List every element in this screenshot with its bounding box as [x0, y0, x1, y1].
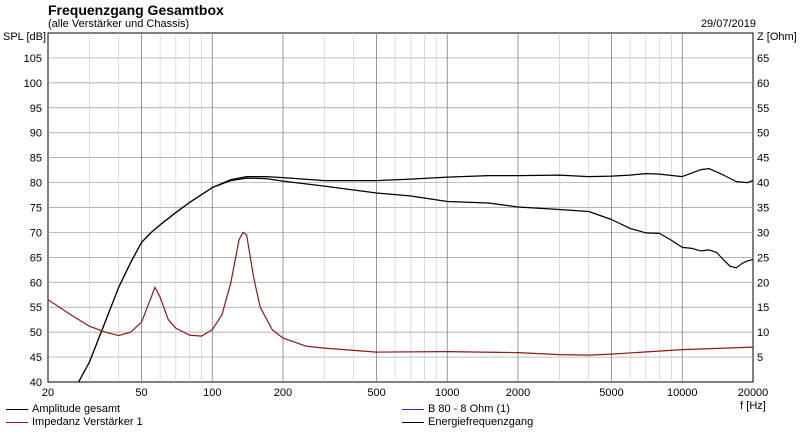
- series-line-impedanz-verst-rker-1: [48, 231, 753, 356]
- x-tick-label: 2000: [506, 387, 530, 399]
- legend-label-impedance: Impedanz Verstärker 1: [32, 416, 143, 428]
- y2-tick-label: 30: [757, 227, 769, 239]
- y-tick-label: 105: [24, 53, 42, 65]
- x-tick-label: 20000: [738, 387, 769, 399]
- legend-item-amplitude: Amplitude gesamt: [6, 403, 120, 415]
- legend-item-impedance: Impedanz Verstärker 1: [6, 416, 143, 428]
- y-tick-label: 80: [30, 178, 42, 190]
- legend-label-b80: B 80 - 8 Ohm (1): [428, 403, 510, 415]
- x-tick-label: 5000: [599, 387, 623, 399]
- y2-tick-label: 15: [757, 302, 769, 314]
- x-tick-label: 10000: [667, 387, 698, 399]
- chart-subtitle: (alle Verstärker und Chassis): [48, 18, 190, 30]
- legend-item-energy: Energiefrequenzgang: [402, 416, 533, 428]
- legend-label-energy: Energiefrequenzgang: [428, 416, 534, 428]
- legend-label-amplitude: Amplitude gesamt: [32, 403, 121, 415]
- y2-tick-label: 55: [757, 103, 769, 115]
- y-tick-label: 55: [30, 302, 42, 314]
- y2-tick-label: 65: [757, 53, 769, 65]
- x-tick-label: 100: [203, 387, 221, 399]
- y2-tick-label: 40: [757, 178, 769, 190]
- y2-axis-label: Z [Ohm]: [757, 31, 797, 43]
- y-tick-label: 65: [30, 252, 42, 264]
- legend-swatch-b80: [402, 408, 424, 410]
- y-tick-label: 100: [24, 78, 42, 90]
- series-line-energiefrequenzgang: [78, 177, 753, 382]
- y-tick-label: 45: [30, 352, 42, 364]
- y-tick-label: 90: [30, 128, 42, 140]
- y2-tick-label: 5: [757, 352, 763, 364]
- x-tick-label: 200: [274, 387, 292, 399]
- y2-tick-label: 25: [757, 252, 769, 264]
- y2-tick-label: 60: [757, 78, 769, 90]
- legend-swatch-impedance: [6, 421, 28, 423]
- y-tick-label: 60: [30, 277, 42, 289]
- legend-item-b80: B 80 - 8 Ohm (1): [402, 403, 510, 415]
- x-tick-label: 1000: [435, 387, 459, 399]
- y-tick-label: 70: [30, 227, 42, 239]
- y-tick-label: 95: [30, 103, 42, 115]
- x-axis-label: f [Hz]: [740, 400, 766, 412]
- y-tick-label: 50: [30, 327, 42, 339]
- y2-tick-label: 45: [757, 153, 769, 165]
- chart-title: Frequenzgang Gesamtbox: [48, 2, 224, 18]
- y-axis-label: SPL [dB]: [3, 31, 46, 43]
- legend-swatch-energy: [402, 421, 424, 423]
- y-tick-label: 40: [30, 377, 42, 389]
- y2-tick-label: 20: [757, 277, 769, 289]
- y2-tick-label: 10: [757, 327, 769, 339]
- y-tick-label: 85: [30, 153, 42, 165]
- x-tick-label: 500: [367, 387, 385, 399]
- legend-swatch-amplitude: [6, 408, 28, 410]
- chart-date: 29/07/2019: [700, 18, 756, 30]
- y2-tick-label: 35: [757, 203, 769, 215]
- x-tick-label: 20: [42, 387, 54, 399]
- x-tick-label: 50: [135, 387, 147, 399]
- y-tick-label: 75: [30, 203, 42, 215]
- y2-tick-label: 50: [757, 128, 769, 140]
